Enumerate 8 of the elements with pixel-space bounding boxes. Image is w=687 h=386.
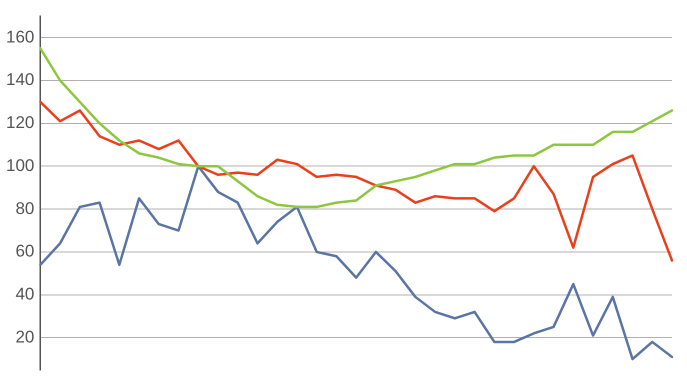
y-tick-label: 160 [6, 27, 34, 46]
y-tick-label: 100 [6, 156, 34, 175]
y-tick-label: 140 [6, 70, 34, 90]
y-tick-label: 120 [6, 113, 34, 132]
y-tick-label: 60 [15, 242, 34, 261]
y-tick-label: 20 [15, 327, 34, 346]
y-tick-label: 80 [15, 198, 34, 218]
y-tick-label: 40 [15, 284, 34, 304]
